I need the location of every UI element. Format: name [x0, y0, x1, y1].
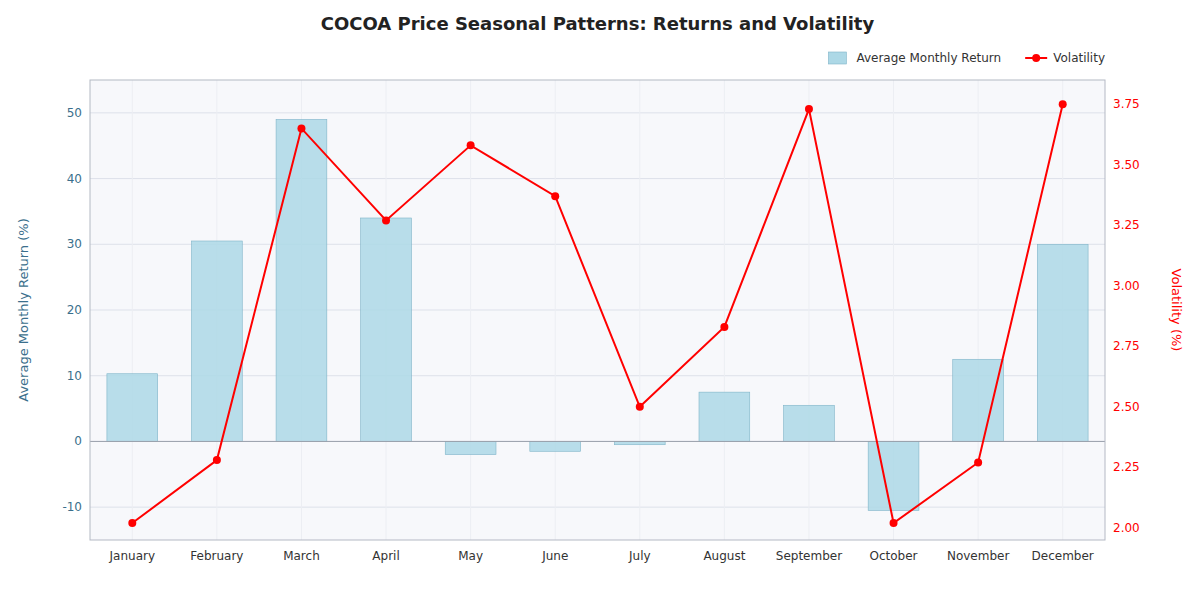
line-point — [974, 459, 982, 467]
bar — [276, 119, 327, 441]
legend-label: Average Monthly Return — [856, 51, 1001, 65]
bar — [445, 441, 496, 454]
y-tick-label: 0 — [74, 434, 82, 448]
bar — [784, 405, 835, 441]
marks — [90, 100, 1105, 527]
x-tick-label: May — [458, 549, 483, 563]
y2-tick-label: 2.75 — [1113, 339, 1140, 353]
y-tick-label: 40 — [67, 172, 82, 186]
bar — [699, 392, 750, 441]
bar — [107, 374, 158, 442]
x-tick-label: July — [628, 549, 651, 563]
plot-area — [90, 80, 1105, 540]
title: COCOA Price Seasonal Patterns: Returns a… — [321, 13, 875, 34]
line-point — [720, 323, 728, 331]
x-tick-label: October — [870, 549, 918, 563]
y2-tick-label: 2.50 — [1113, 400, 1140, 414]
bar — [192, 241, 243, 441]
x-tick-label: June — [541, 549, 568, 563]
line-point — [636, 403, 644, 411]
y2-tick-label: 3.50 — [1113, 158, 1140, 172]
plot-frame — [90, 80, 1105, 540]
bar — [361, 218, 412, 441]
line-point — [805, 105, 813, 113]
x-tick-label: September — [776, 549, 842, 563]
y2-tick-label: 3.75 — [1113, 97, 1140, 111]
grid-line-y — [90, 178, 1105, 179]
bar — [868, 441, 919, 510]
grid-line-x — [978, 80, 979, 540]
grid-line-y — [90, 112, 1105, 113]
line — [132, 104, 1062, 523]
grid-line-x — [639, 80, 640, 540]
grid-line-x — [808, 80, 809, 540]
line-point — [382, 216, 390, 224]
grid-line-x — [132, 80, 133, 540]
legend: Average Monthly Return Volatility — [828, 51, 1105, 65]
line-point — [213, 456, 221, 464]
chart-container: -10 0 10 20 30 40 50 2.00 2.25 2.50 2.75 3.00 3.25 3.… — [0, 0, 1200, 600]
legend-label: Volatility — [1053, 51, 1105, 65]
line-point — [297, 124, 305, 132]
grid-line-y — [90, 507, 1105, 508]
x-tick-label: March — [283, 549, 320, 563]
x-tick-label: January — [109, 549, 156, 563]
x-tick-label: August — [703, 549, 745, 563]
y-tick-label: 50 — [67, 106, 82, 120]
line-point — [890, 519, 898, 527]
y-tick-label: 30 — [67, 237, 82, 251]
legend-swatch — [828, 52, 846, 64]
x-tick-label: December — [1032, 549, 1094, 563]
legend-item: Average Monthly Return — [828, 51, 1001, 65]
bar — [953, 359, 1004, 441]
legend-item: Volatility — [1025, 51, 1105, 65]
x-tick-label: February — [190, 549, 243, 563]
grid-line-x — [555, 80, 556, 540]
y-tick-label: 10 — [67, 369, 82, 383]
y2-tick-label: 3.00 — [1113, 279, 1140, 293]
x-tick-label: November — [947, 549, 1009, 563]
chart-svg: -10 0 10 20 30 40 50 2.00 2.25 2.50 2.75 3.00 3.25 3.… — [0, 0, 1200, 600]
y-tick-label: -10 — [62, 500, 82, 514]
y2-tick-label: 3.25 — [1113, 218, 1140, 232]
y-tick-label: 20 — [67, 303, 82, 317]
line-point — [128, 519, 136, 527]
grid-line-x — [724, 80, 725, 540]
axes: -10 0 10 20 30 40 50 2.00 2.25 2.50 2.75 3.00 3.25 3.… — [16, 97, 1184, 563]
bar — [530, 441, 581, 451]
line-point — [1059, 100, 1067, 108]
y2-axis-label: Volatility (%) — [1169, 269, 1184, 352]
legend-marker — [1032, 54, 1040, 62]
zero-line — [90, 441, 1105, 442]
y2-tick-label: 2.00 — [1113, 521, 1140, 535]
line-point — [467, 141, 475, 149]
y2-tick-label: 2.25 — [1113, 460, 1140, 474]
y-axis-label: Average Monthly Return (%) — [16, 218, 31, 401]
x-tick-label: April — [372, 549, 399, 563]
line-point — [551, 192, 559, 200]
grid — [90, 80, 1105, 540]
bar — [1037, 244, 1088, 441]
grid-line-y — [90, 441, 1105, 442]
